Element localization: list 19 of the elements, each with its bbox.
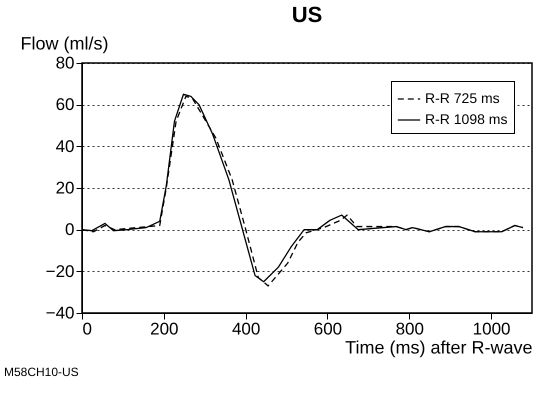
x-axis-title: Time (ms) after R-wave <box>345 338 532 358</box>
x-tick-label: 1000 <box>472 320 511 338</box>
x-tick-label: 600 <box>314 320 342 338</box>
x-tick-label: 400 <box>232 320 260 338</box>
y-tick-label: 60 <box>56 95 74 114</box>
y-tick-label: 20 <box>56 178 74 198</box>
x-tick-label: 800 <box>396 320 424 338</box>
chart-title: US <box>292 2 322 27</box>
y-tick-label: 0 <box>65 220 74 240</box>
legend-label: R-R 725 ms <box>425 90 500 106</box>
y-tick-label: −40 <box>46 304 74 322</box>
y-tick-label: 80 <box>56 54 74 72</box>
x-tick-label: 200 <box>150 320 179 338</box>
y-axis-title: Flow (ml/s) <box>20 34 108 54</box>
x-tick-label: 0 <box>82 320 92 338</box>
text: M58CH10-US <box>4 365 79 379</box>
y-tick-label: 40 <box>56 136 74 156</box>
legend-label: R-R 1098 ms <box>425 111 508 127</box>
y-tick-label: −20 <box>46 262 74 281</box>
